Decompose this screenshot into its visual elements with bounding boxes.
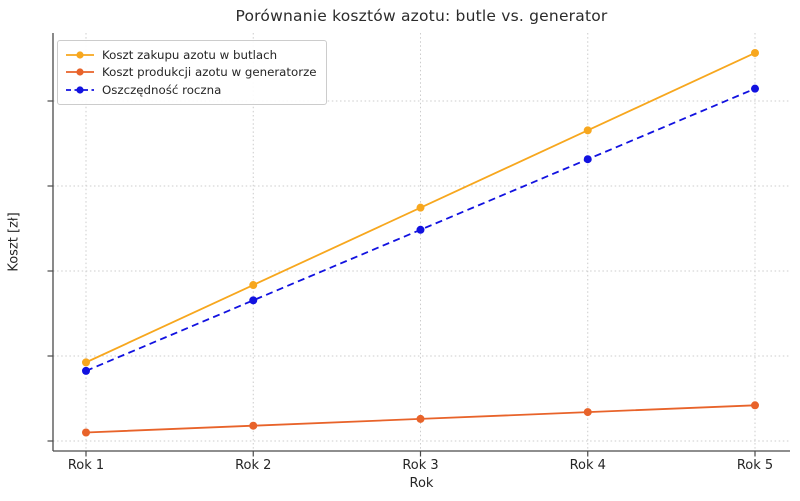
data-point-marker <box>583 408 592 417</box>
data-point-marker <box>416 203 425 212</box>
legend-line-sample-icon <box>66 51 94 59</box>
legend-item: Koszt produkcji azotu w generatorze <box>65 64 317 82</box>
x-tick-label: Rok 3 <box>402 458 439 473</box>
data-point-marker <box>249 296 258 305</box>
legend-label: Koszt zakupu azotu w butlach <box>102 47 278 62</box>
x-tick-label: Rok 4 <box>569 458 606 473</box>
data-point-marker <box>751 84 759 93</box>
legend-label: Oszczędność roczna <box>102 82 222 97</box>
x-tick-label: Rok 5 <box>736 458 774 473</box>
data-point-marker <box>249 281 258 290</box>
data-point-marker <box>82 366 90 375</box>
data-point-marker <box>416 414 425 423</box>
legend-item: Koszt zakupu azotu w butlach <box>65 46 317 64</box>
legend-line-sample-icon <box>66 68 94 76</box>
chart-title: Porównanie kosztów azotu: butle vs. gene… <box>235 7 608 25</box>
data-point-marker <box>751 401 759 410</box>
data-point-marker <box>751 48 759 57</box>
data-point-marker <box>82 428 90 437</box>
legend-marker-icon <box>76 68 84 76</box>
y-axis-label: Koszt [zł] <box>6 212 22 272</box>
data-point-marker <box>82 358 90 367</box>
legend-label: Koszt produkcji azotu w generatorze <box>102 65 317 80</box>
legend-marker-icon <box>76 51 84 59</box>
data-point-marker <box>249 421 258 430</box>
legend-marker-icon <box>76 86 84 94</box>
data-point-marker <box>583 155 592 164</box>
data-point-marker <box>416 225 425 234</box>
legend-line-sample-icon <box>66 86 94 94</box>
chart-legend: Koszt zakupu azotu w butlach Koszt produk… <box>57 40 327 105</box>
data-point-marker <box>583 126 592 135</box>
legend-item: Oszczędność roczna <box>65 81 317 99</box>
x-tick-label: Rok 2 <box>235 458 272 473</box>
x-axis-label: Rok <box>409 476 434 491</box>
x-tick-label: Rok 1 <box>67 458 105 473</box>
